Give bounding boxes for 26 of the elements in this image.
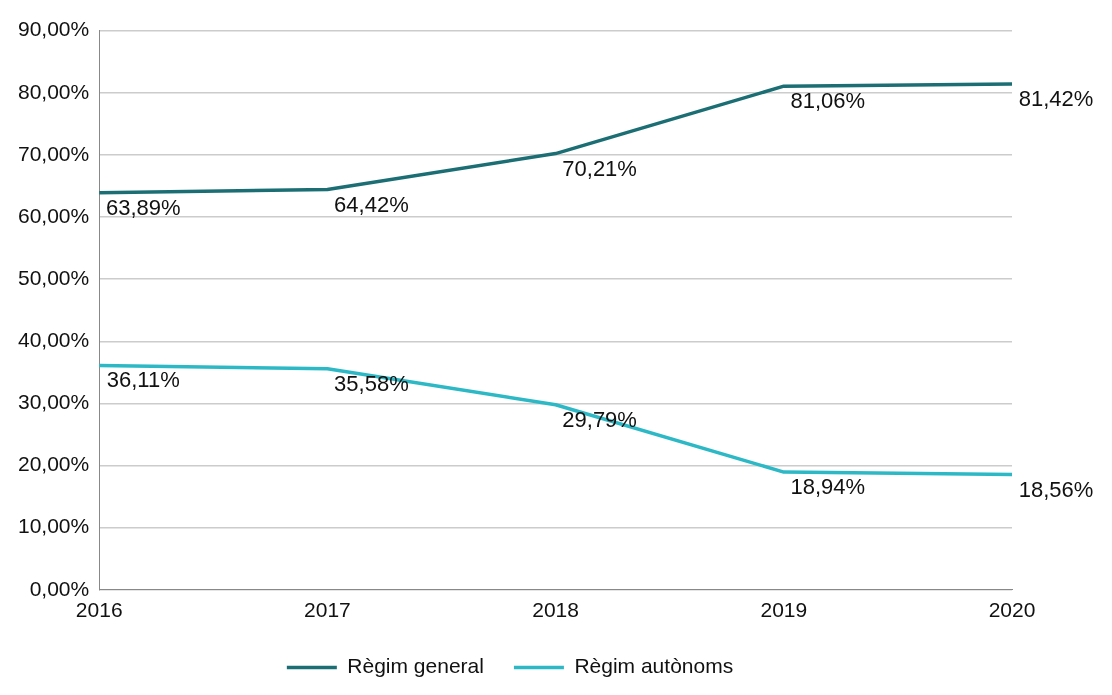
- data-label: 18,94%: [790, 474, 866, 500]
- x-tick-label: 2018: [532, 598, 579, 622]
- y-tick-label: 90,00%: [17, 17, 90, 41]
- y-tick-label: 70,00%: [17, 141, 90, 165]
- data-label: 18,56%: [1018, 476, 1094, 502]
- data-label: 64,42%: [334, 191, 409, 217]
- data-label: 70,21%: [562, 155, 637, 181]
- y-tick-label: 30,00%: [17, 390, 90, 414]
- data-label: 81,06%: [790, 88, 866, 114]
- y-tick-label: 0,00%: [29, 576, 90, 600]
- y-tick-label: 50,00%: [17, 265, 90, 289]
- y-tick-label: 10,00%: [17, 514, 90, 538]
- data-label: 81,42%: [1018, 85, 1094, 111]
- y-tick-label: 60,00%: [17, 203, 90, 227]
- y-tick-label: 40,00%: [17, 328, 90, 352]
- x-tick-label: 2016: [75, 598, 123, 622]
- legend-label: Règim autònoms: [574, 654, 734, 678]
- data-label: 36,11%: [106, 367, 180, 393]
- x-tick-label: 2017: [304, 598, 351, 622]
- legend-label: Règim general: [347, 654, 484, 678]
- x-tick-label: 2020: [988, 598, 1036, 622]
- data-label: 35,58%: [334, 370, 409, 396]
- y-tick-label: 80,00%: [17, 79, 90, 103]
- y-tick-label: 20,00%: [17, 452, 90, 476]
- x-tick-label: 2019: [760, 598, 808, 622]
- data-label: 63,89%: [105, 194, 181, 220]
